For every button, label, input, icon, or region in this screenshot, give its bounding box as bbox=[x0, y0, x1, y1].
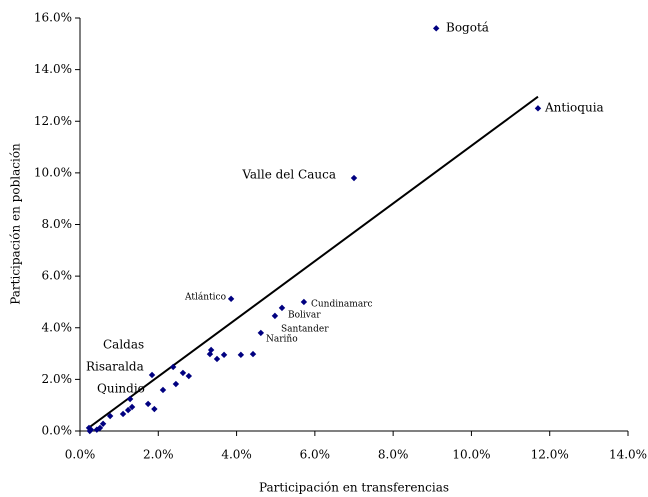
y-tick-label: 14.0% bbox=[34, 62, 72, 76]
point-annotation: Quindio bbox=[97, 382, 145, 396]
point-annotation: Bolivar bbox=[288, 311, 321, 321]
point bbox=[213, 355, 221, 363]
point-annotation: Antioquia bbox=[544, 101, 604, 115]
point bbox=[126, 395, 134, 403]
point bbox=[151, 405, 158, 413]
x-axis-label: Participación en transferencias bbox=[259, 481, 449, 495]
point bbox=[148, 371, 156, 379]
point bbox=[278, 304, 286, 312]
point-annotation: Valle del Cauca bbox=[241, 168, 336, 182]
point-annotation: Bogotá bbox=[446, 21, 489, 35]
y-tick-label: 12.0% bbox=[34, 114, 72, 128]
point bbox=[159, 386, 167, 394]
point bbox=[257, 329, 265, 337]
trendline bbox=[87, 95, 539, 430]
point bbox=[350, 174, 358, 182]
point bbox=[172, 380, 180, 388]
point bbox=[220, 351, 228, 359]
point bbox=[206, 350, 214, 358]
point-annotation: Atlántico bbox=[184, 292, 226, 303]
point bbox=[179, 369, 187, 377]
point bbox=[85, 424, 93, 432]
point-annotation: Caldas bbox=[103, 338, 144, 352]
point bbox=[271, 312, 279, 320]
point bbox=[106, 412, 114, 420]
y-tick-label: 6.0% bbox=[42, 269, 73, 283]
point bbox=[237, 351, 245, 359]
point bbox=[185, 372, 193, 380]
point bbox=[534, 105, 542, 112]
point bbox=[128, 403, 136, 411]
x-tick-label: 8.0% bbox=[378, 448, 409, 462]
point-annotation: Nariño bbox=[266, 335, 298, 345]
point bbox=[433, 25, 440, 32]
x-tick-label: 12.0% bbox=[531, 448, 569, 462]
point bbox=[96, 424, 104, 432]
y-axis-label: Participación en población bbox=[9, 143, 23, 305]
point bbox=[119, 410, 127, 418]
y-tick-label: 10.0% bbox=[34, 165, 72, 179]
point bbox=[169, 363, 177, 371]
point bbox=[227, 295, 235, 303]
y-tick-label: 16.0% bbox=[34, 11, 72, 25]
point bbox=[124, 406, 132, 414]
point bbox=[249, 350, 257, 358]
point bbox=[300, 298, 308, 306]
x-tick-label: 6.0% bbox=[300, 448, 331, 462]
x-tick-label: 10.0% bbox=[452, 448, 490, 462]
y-tick-label: 2.0% bbox=[42, 372, 73, 386]
point-annotation: Santander bbox=[281, 325, 329, 335]
point bbox=[87, 426, 95, 433]
point-annotation: Cundinamarc bbox=[311, 300, 373, 310]
x-tick-label: 0.0% bbox=[65, 448, 96, 462]
x-tick-label: 2.0% bbox=[143, 448, 174, 462]
point bbox=[99, 420, 107, 427]
y-tick-label: 0.0% bbox=[42, 424, 73, 438]
y-tick-label: 4.0% bbox=[42, 320, 73, 334]
x-tick-label: 14.0% bbox=[609, 448, 647, 462]
y-tick-label: 8.0% bbox=[42, 217, 73, 231]
point-annotation: Risaralda bbox=[86, 360, 144, 374]
point bbox=[144, 400, 152, 408]
x-tick-label: 4.0% bbox=[221, 448, 252, 462]
